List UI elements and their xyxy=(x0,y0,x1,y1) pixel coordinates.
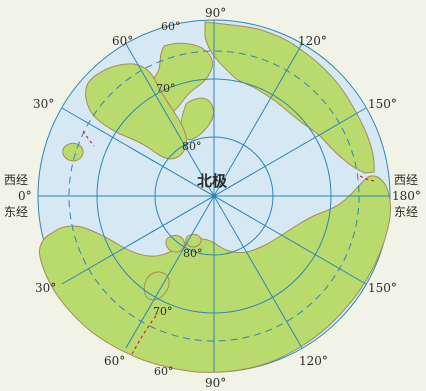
label-lat-70-top: 70° xyxy=(156,82,176,95)
label-lat-80-top: 80° xyxy=(182,140,202,153)
label-right-east: 东经 xyxy=(394,205,418,219)
land-masses xyxy=(39,21,391,373)
label-lon-90-top: 90° xyxy=(205,6,226,20)
label-lon-60-bottom: 60° xyxy=(104,354,125,368)
label-lat-60-top: 60° xyxy=(161,20,181,33)
label-lon-150-right: 150° xyxy=(368,97,397,111)
red-dash-left xyxy=(82,130,95,147)
label-lon-30-left: 30° xyxy=(33,97,54,111)
north-pole-point xyxy=(211,193,217,199)
landmass-novaya-zemlya xyxy=(143,271,170,301)
label-lon-150-bottom-right: 150° xyxy=(368,281,397,295)
red-boundary-dashes xyxy=(82,130,375,355)
landmass-iceland xyxy=(62,142,84,162)
red-dash-right xyxy=(359,175,375,182)
center-label: 北极 xyxy=(197,172,228,190)
label-left-west: 西经 xyxy=(4,173,28,187)
label-left-0: 0° xyxy=(18,189,32,203)
label-lat-60-bottom: 60° xyxy=(154,365,174,378)
landmass-north-america xyxy=(204,21,375,174)
map-labels: 北极 90° 90° 西经 0° 东经 西经 180° 东经 60° 120° … xyxy=(4,6,421,390)
label-lon-90-bottom: 90° xyxy=(205,376,226,390)
landmass-svalbard xyxy=(165,235,185,253)
label-lon-120-top: 120° xyxy=(298,34,327,48)
landmass-greenland xyxy=(85,63,187,160)
red-dash-bottom-left xyxy=(131,312,159,355)
label-right-west: 西经 xyxy=(394,173,418,187)
label-right-180: 180° xyxy=(392,189,421,203)
label-lat-80-bottom: 80° xyxy=(183,247,203,260)
label-left-east: 东经 xyxy=(4,205,28,219)
label-lat-70-bottom: 70° xyxy=(153,305,173,318)
label-lon-120-bottom: 120° xyxy=(299,354,328,368)
label-lon-30-bottom-left: 30° xyxy=(35,281,56,295)
label-lon-60-top: 60° xyxy=(112,34,133,48)
